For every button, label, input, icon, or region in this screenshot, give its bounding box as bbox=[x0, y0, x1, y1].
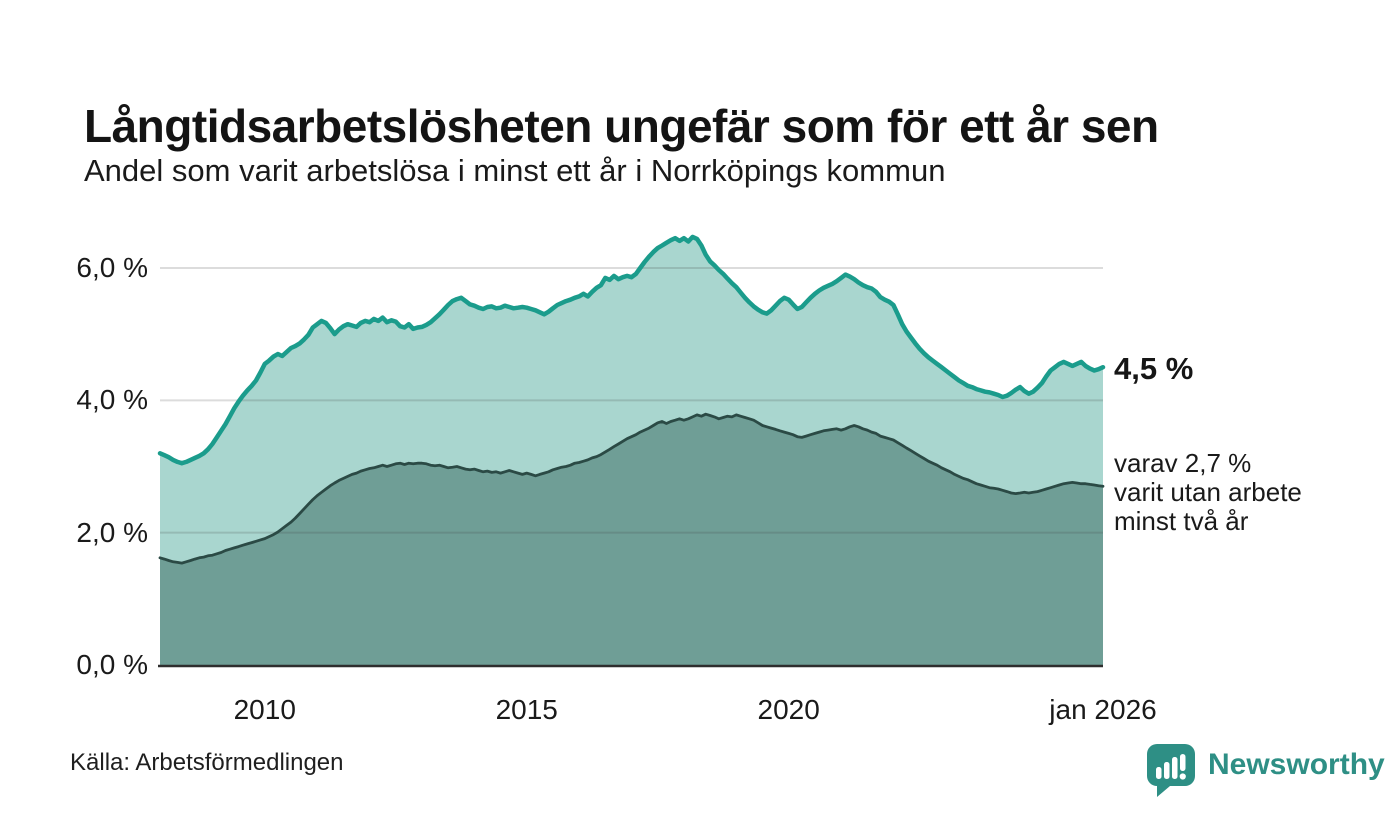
secondary-value-line2: varit utan arbete bbox=[1114, 477, 1302, 507]
secondary-value-line3: minst två år bbox=[1114, 506, 1249, 536]
line-long-term bbox=[157, 234, 1106, 466]
newsworthy-logo: Newsworthy bbox=[1146, 743, 1385, 799]
y-tick-label: 2,0 % bbox=[76, 516, 148, 548]
y-tick-label: 4,0 % bbox=[76, 384, 148, 416]
gridlines bbox=[160, 266, 1103, 534]
line-very-long-term bbox=[158, 412, 1105, 565]
newsworthy-icon bbox=[1147, 744, 1195, 797]
chart-title: Långtidsarbetslösheten ungefär som för e… bbox=[84, 99, 1159, 152]
x-tick-label: 2020 bbox=[757, 694, 820, 725]
secondary-value-label: varav 2,7 % varit utan arbete minst två … bbox=[1114, 449, 1302, 536]
source-note: Källa: Arbetsförmedlingen bbox=[70, 749, 344, 776]
chart-subtitle: Andel som varit arbetslösa i minst ett å… bbox=[84, 153, 946, 188]
y-tick-label: 0,0 % bbox=[76, 649, 148, 680]
latest-value-label: 4,5 % bbox=[1114, 351, 1194, 386]
area-very-long-term bbox=[160, 414, 1103, 665]
x-tick-label: 2015 bbox=[495, 694, 558, 725]
x-tick-label: jan 2026 bbox=[1049, 694, 1157, 725]
x-tick-label: 2010 bbox=[233, 694, 296, 725]
y-tick-label: 6,0 % bbox=[76, 251, 148, 283]
secondary-value-line1: varav 2,7 % bbox=[1114, 448, 1252, 478]
newsworthy-wordmark: Newsworthy bbox=[1208, 748, 1385, 781]
